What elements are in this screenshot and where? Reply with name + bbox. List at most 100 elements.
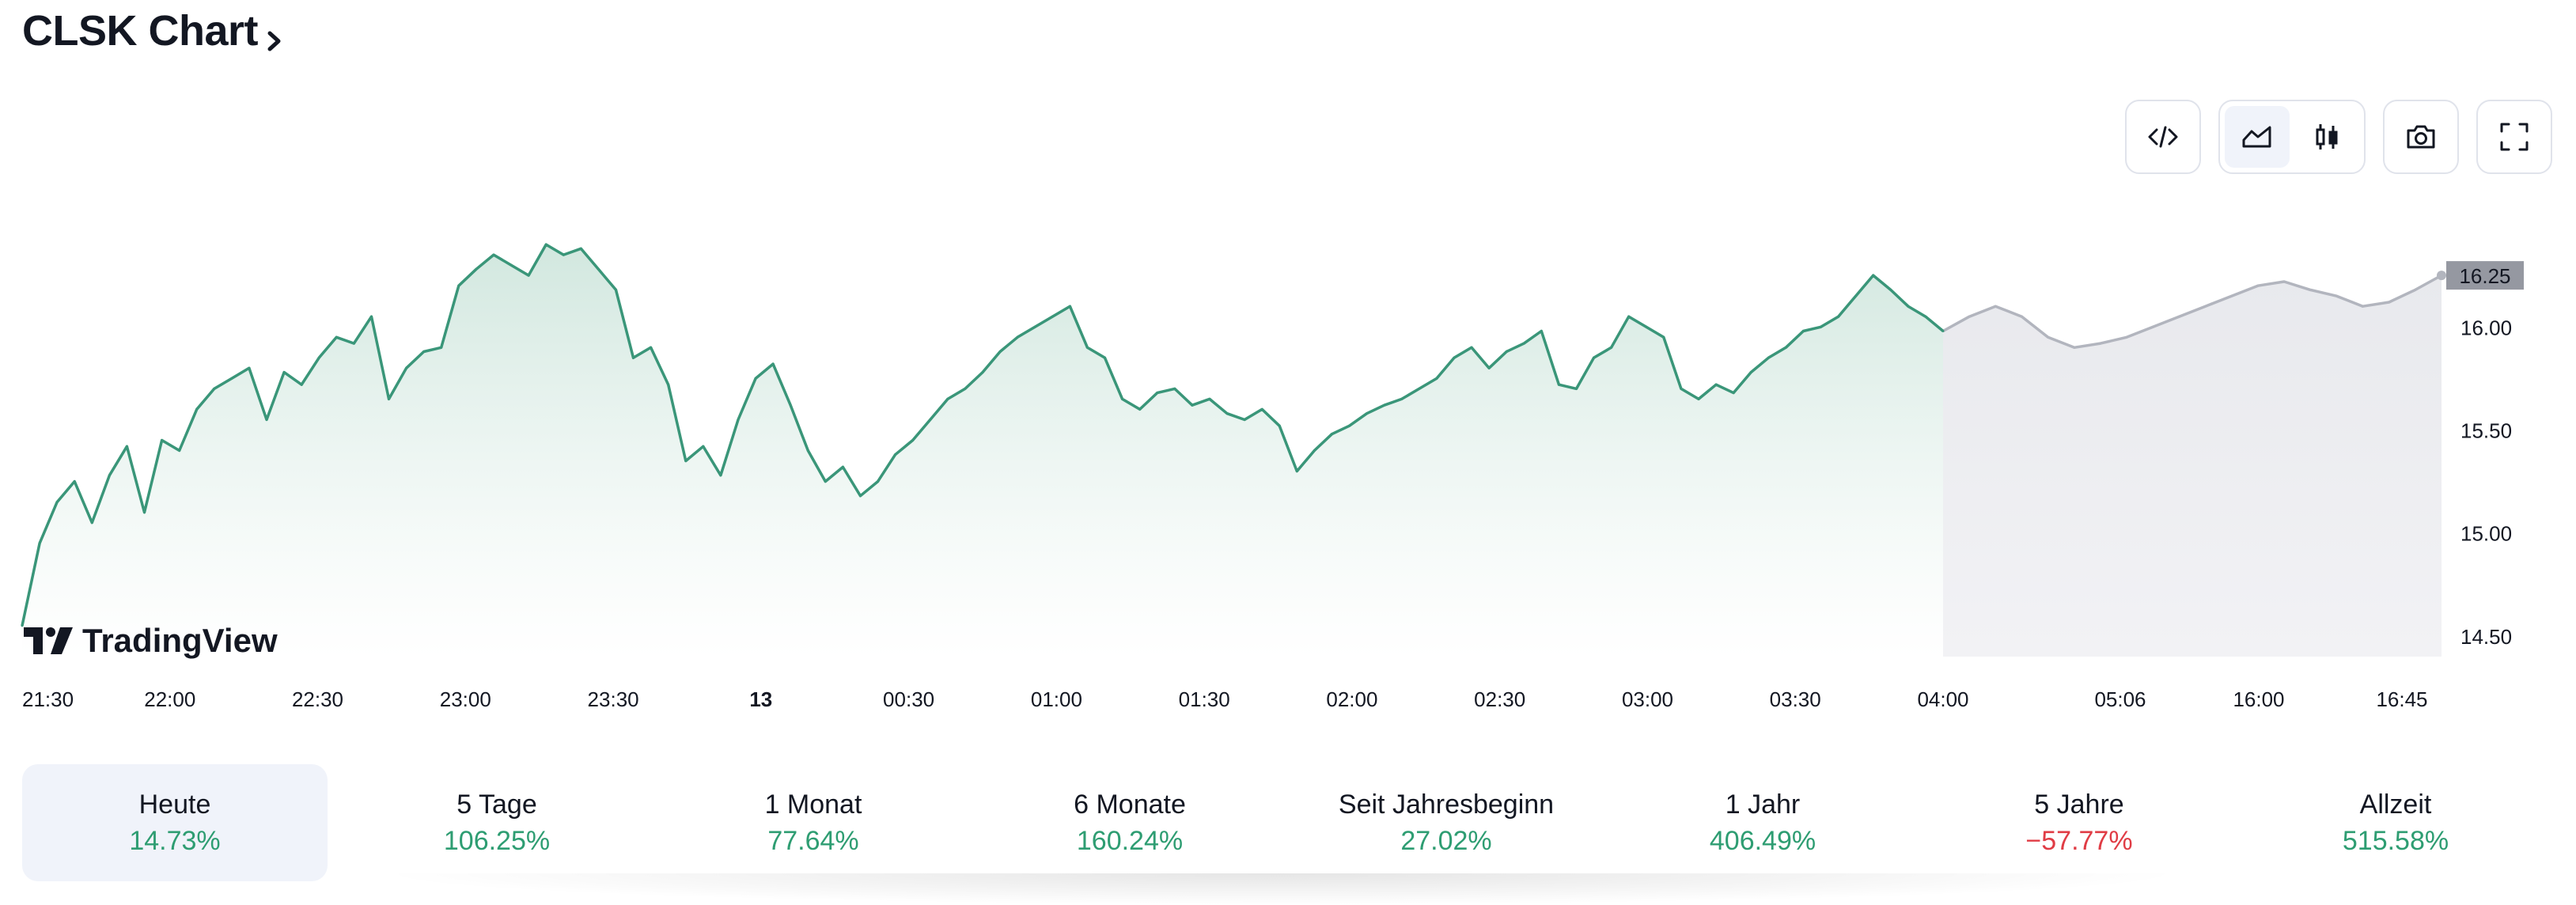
session-point: [1033, 325, 1036, 328]
last-price-label: 16.25: [2459, 264, 2510, 288]
session-point: [1907, 305, 1910, 308]
session-point: [1260, 407, 1263, 411]
session-point: [684, 460, 688, 463]
period-label: Heute: [138, 790, 211, 820]
session-point: [667, 383, 670, 386]
after-hours-point: [2414, 288, 2417, 291]
after-hours-point: [2047, 335, 2050, 339]
after-hours-point: [2021, 315, 2023, 318]
session-point: [1680, 387, 1683, 390]
session-point: [1697, 397, 1700, 400]
session-point: [562, 253, 565, 256]
session-point: [1714, 383, 1718, 386]
session-point: [1522, 342, 1525, 345]
x-tick-label: 03:00: [1622, 687, 1673, 711]
session-point: [1191, 403, 1194, 407]
x-tick-label: 02:00: [1326, 687, 1377, 711]
tradingview-logo-icon: [24, 627, 73, 654]
session-point: [73, 480, 76, 483]
session-point: [422, 350, 426, 353]
embed-code-button[interactable]: [2131, 106, 2195, 168]
after-hours-point: [2073, 346, 2076, 349]
session-point: [1767, 356, 1770, 359]
session-point: [1156, 392, 1159, 395]
x-tick-label: 21:30: [22, 687, 74, 711]
period-tab[interactable]: 1 Monat 77.64%: [655, 764, 972, 881]
session-point: [1924, 315, 1927, 318]
price-chart[interactable]: 16.00 15.50 15.00 14.50 16.25 21:30 22:00 22:3…: [0, 182, 2576, 720]
session-point: [475, 267, 478, 271]
time-axis: 21:30 22:00 22:30 23:00 23:30 13 00:30 01:00 01:…: [22, 687, 2428, 711]
session-point: [1854, 294, 1858, 297]
embed-toolbar-group: [2125, 100, 2201, 174]
session-point: [1470, 346, 1473, 349]
last-price-dot: [2437, 271, 2446, 281]
x-tick-label: 01:30: [1179, 687, 1230, 711]
period-tab[interactable]: 5 Tage 106.25%: [339, 764, 655, 881]
session-point: [108, 474, 111, 477]
session-point: [1295, 470, 1298, 473]
price-axis: 16.00 15.50 15.00 14.50 16.25: [2446, 261, 2524, 649]
period-tab[interactable]: Heute 14.73%: [22, 764, 328, 881]
chevron-right-icon: [263, 17, 286, 51]
after-hours-point: [2204, 305, 2207, 308]
session-point: [1941, 330, 1945, 332]
x-tick-label: 22:00: [144, 687, 195, 711]
tradingview-logo[interactable]: TradingView: [24, 622, 278, 660]
period-tab[interactable]: 5 Jahre −57.77%: [1921, 764, 2237, 881]
session-point: [1487, 366, 1491, 369]
chart-title-link[interactable]: CLSK Chart: [22, 6, 286, 55]
session-point: [125, 445, 128, 448]
y-tick-label: 15.00: [2460, 522, 2512, 546]
session-point: [754, 377, 757, 380]
after-hours-line: [1942, 274, 2442, 350]
session-point: [998, 350, 1002, 353]
session-point: [388, 397, 390, 400]
session-point: [38, 542, 41, 545]
session-point: [719, 474, 722, 477]
session-point: [929, 418, 932, 421]
period-tab[interactable]: 6 Monate 160.24%: [972, 764, 1288, 881]
session-point: [143, 511, 146, 514]
session-point: [1016, 335, 1019, 339]
after-hours-point: [2362, 305, 2364, 308]
session-point: [195, 407, 199, 411]
period-change-value: 515.58%: [2342, 826, 2449, 856]
session-point: [1540, 330, 1543, 332]
page-title: CLSK Chart: [22, 7, 259, 55]
session-point: [964, 387, 967, 390]
session-point: [510, 263, 513, 267]
screenshot-button[interactable]: [2389, 106, 2453, 168]
fullscreen-icon: [2500, 123, 2529, 151]
candlestick-chart-button[interactable]: [2294, 106, 2359, 168]
session-point: [911, 439, 915, 441]
area-chart-icon: [2242, 126, 2271, 148]
session-point: [1435, 377, 1438, 380]
session-point: [1418, 387, 1421, 390]
session-point: [771, 362, 775, 365]
period-tab[interactable]: Allzeit 515.58%: [2237, 764, 2554, 881]
session-point: [946, 397, 949, 400]
period-tab[interactable]: Seit Jahresbeginn 27.02%: [1288, 764, 1604, 881]
period-change-value: 160.24%: [1076, 826, 1184, 856]
fullscreen-button[interactable]: [2483, 106, 2546, 168]
bottom-shadow: [372, 873, 2191, 905]
period-tab[interactable]: 1 Jahr 406.49%: [1604, 764, 1921, 881]
session-point: [230, 377, 233, 380]
period-label: 5 Jahre: [2034, 790, 2124, 820]
y-tick-label: 16.00: [2460, 316, 2512, 339]
session-point: [1331, 433, 1333, 436]
performance-periods: Heute 14.73% 5 Tage 106.25% 1 Monat 77.64% 6 M…: [22, 764, 2554, 881]
session-point: [597, 267, 600, 271]
session-point: [1383, 403, 1386, 407]
period-label: Seit Jahresbeginn: [1338, 790, 1555, 820]
area-chart-button[interactable]: [2225, 106, 2290, 168]
session-point: [632, 356, 635, 359]
session-point: [1208, 397, 1211, 400]
after-hours-point: [2099, 342, 2102, 345]
regular-session-series: [21, 243, 1945, 657]
after-hours-point: [2388, 301, 2391, 304]
after-hours-point: [2230, 294, 2233, 297]
candlestick-icon: [2316, 124, 2338, 150]
x-tick-label: 22:30: [292, 687, 343, 711]
